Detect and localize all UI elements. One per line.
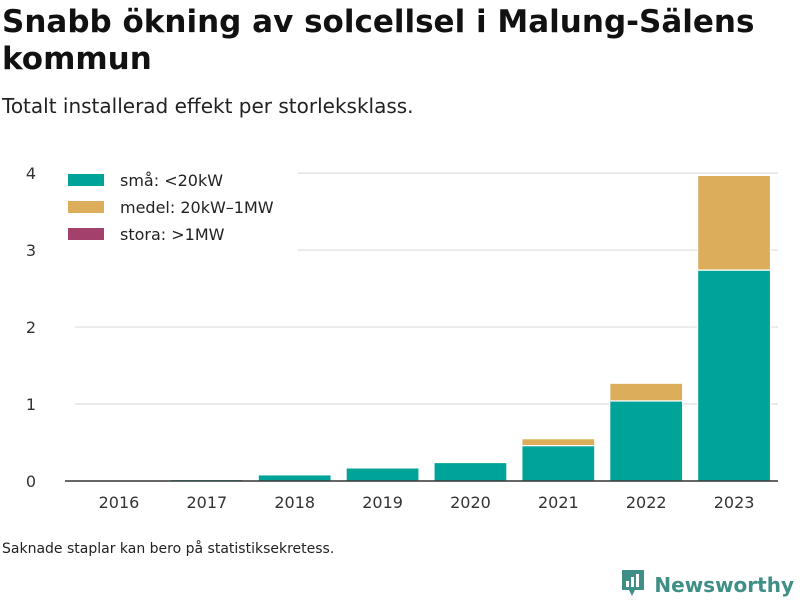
x-tick-label: 2023 xyxy=(714,493,755,512)
x-tick-label: 2017 xyxy=(186,493,227,512)
brand[interactable]: Newsworthy xyxy=(620,568,794,602)
x-tick-label: 2019 xyxy=(362,493,403,512)
legend-swatch xyxy=(68,228,104,240)
y-tick-label: 4 xyxy=(26,164,36,183)
x-tick-label: 2022 xyxy=(626,493,667,512)
bar-segment xyxy=(433,461,508,482)
brand-name: Newsworthy xyxy=(654,573,794,597)
y-tick-label: 0 xyxy=(26,472,36,491)
bar-segment xyxy=(609,382,684,402)
x-tick-label: 2021 xyxy=(538,493,579,512)
legend: små: <20kW medel: 20kW–1MW stora: >1MW xyxy=(58,166,298,254)
legend-swatch xyxy=(68,174,104,186)
newsworthy-logo-icon xyxy=(620,568,646,602)
bar-segment xyxy=(696,174,772,271)
legend-label: medel: 20kW–1MW xyxy=(120,198,274,217)
bar-segment xyxy=(521,438,596,447)
y-tick-label: 2 xyxy=(26,318,36,337)
bar-segment xyxy=(345,467,420,482)
footnote: Saknade staplar kan bero på statistiksek… xyxy=(2,541,335,557)
y-tick-label: 1 xyxy=(26,395,36,414)
bars xyxy=(169,174,772,482)
legend-swatch xyxy=(68,201,104,213)
x-tick-label: 2018 xyxy=(274,493,315,512)
y-tick-label: 3 xyxy=(26,241,36,260)
x-tick-label: 2020 xyxy=(450,493,491,512)
bar-segment xyxy=(696,269,772,482)
axes: 0 1 2 3 4 2016 2017 2018 2019 2020 2021 2022 2023 xyxy=(26,164,778,512)
bar-segment xyxy=(521,444,596,482)
chart-title: Snabb ökning av solcellsel i Malung-Säle… xyxy=(2,4,755,77)
x-tick-label: 2016 xyxy=(99,493,140,512)
chart-subtitle: Totalt installerad effekt per storlekskl… xyxy=(2,94,414,118)
bar-segment xyxy=(257,474,332,482)
legend-label: små: <20kW xyxy=(120,171,223,190)
legend-label: stora: >1MW xyxy=(120,225,225,244)
bar-segment xyxy=(609,400,684,482)
